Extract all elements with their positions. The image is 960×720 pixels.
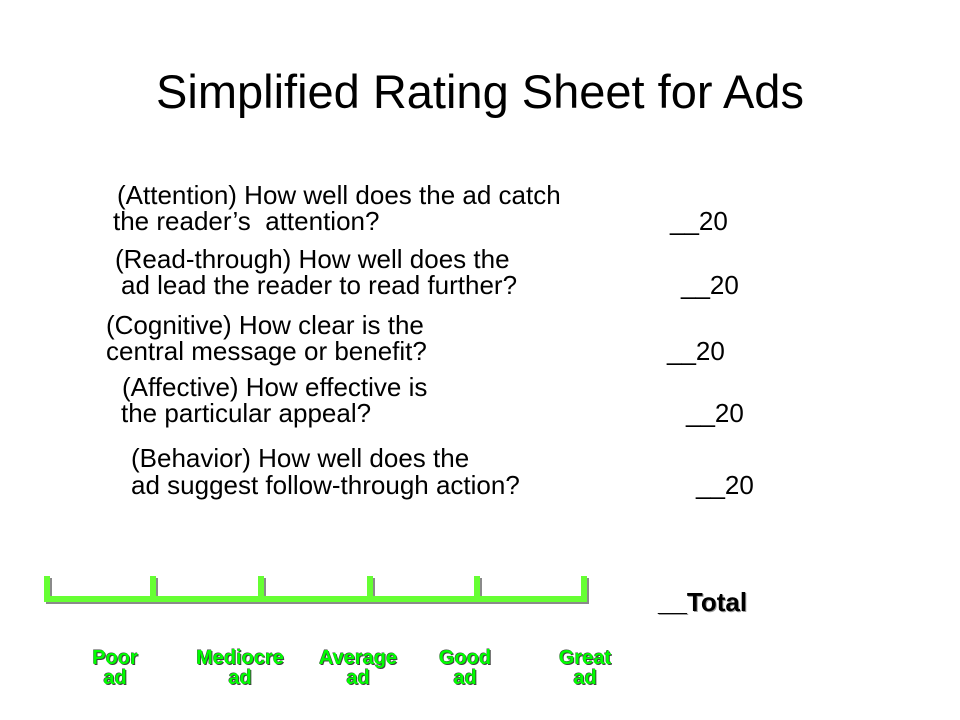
scale-label-mediocre: Mediocre ad	[175, 648, 305, 688]
scale-label-average-line1: Average	[318, 647, 398, 669]
question-cognitive-line2: central message or benefit?	[106, 336, 427, 366]
scale-label-great-line2: ad	[573, 667, 597, 689]
score-read-through: __20	[681, 270, 739, 300]
scale-label-great-line1: Great	[558, 647, 612, 669]
scale-tick-3	[367, 576, 373, 602]
score-affective: __20	[686, 398, 744, 428]
total-score: __Total	[658, 587, 748, 617]
scale-baseline	[44, 596, 587, 602]
question-read-through-line1: (Read-through) How well does the	[115, 244, 510, 274]
scale-label-mediocre-line2: ad	[228, 667, 252, 689]
scale-label-good: Good ad	[400, 648, 530, 688]
scale-tick-0	[44, 576, 50, 602]
question-behavior-line1: (Behavior) How well does the	[131, 443, 470, 473]
question-cognitive-line1: (Cognitive) How clear is the	[106, 310, 424, 340]
score-attention: __20	[670, 206, 728, 236]
question-attention-line1: (Attention) How well does the ad catch	[117, 180, 561, 210]
scale-label-great: Great ad	[520, 648, 650, 688]
scale-label-good-line2: ad	[453, 667, 477, 689]
scale-tick-1	[150, 576, 156, 602]
scale-label-average: Average ad	[293, 648, 423, 688]
score-cognitive: __20	[667, 336, 725, 366]
scale-label-good-line1: Good	[438, 647, 492, 669]
question-affective-line2: the particular appeal?	[121, 398, 372, 428]
question-affective-line1: (Affective) How effective is	[122, 372, 428, 402]
scale-label-mediocre-line1: Mediocre	[196, 647, 284, 669]
score-behavior: __20	[696, 470, 754, 500]
scale-tick-5	[581, 576, 587, 602]
scale-label-poor: Poor ad	[50, 648, 180, 688]
scale-tick-4	[474, 576, 480, 602]
question-behavior-line2: ad suggest follow-through action?	[131, 470, 520, 500]
question-attention-line2: the reader’s attention?	[113, 206, 380, 236]
scale-tick-2	[258, 576, 264, 602]
scale-label-poor-line2: ad	[103, 667, 127, 689]
scale-label-average-line2: ad	[346, 667, 370, 689]
scale-label-poor-line1: Poor	[92, 647, 138, 669]
page-title: Simplified Rating Sheet for Ads	[156, 65, 804, 118]
question-read-through-line2: ad lead the reader to read further?	[121, 270, 518, 300]
